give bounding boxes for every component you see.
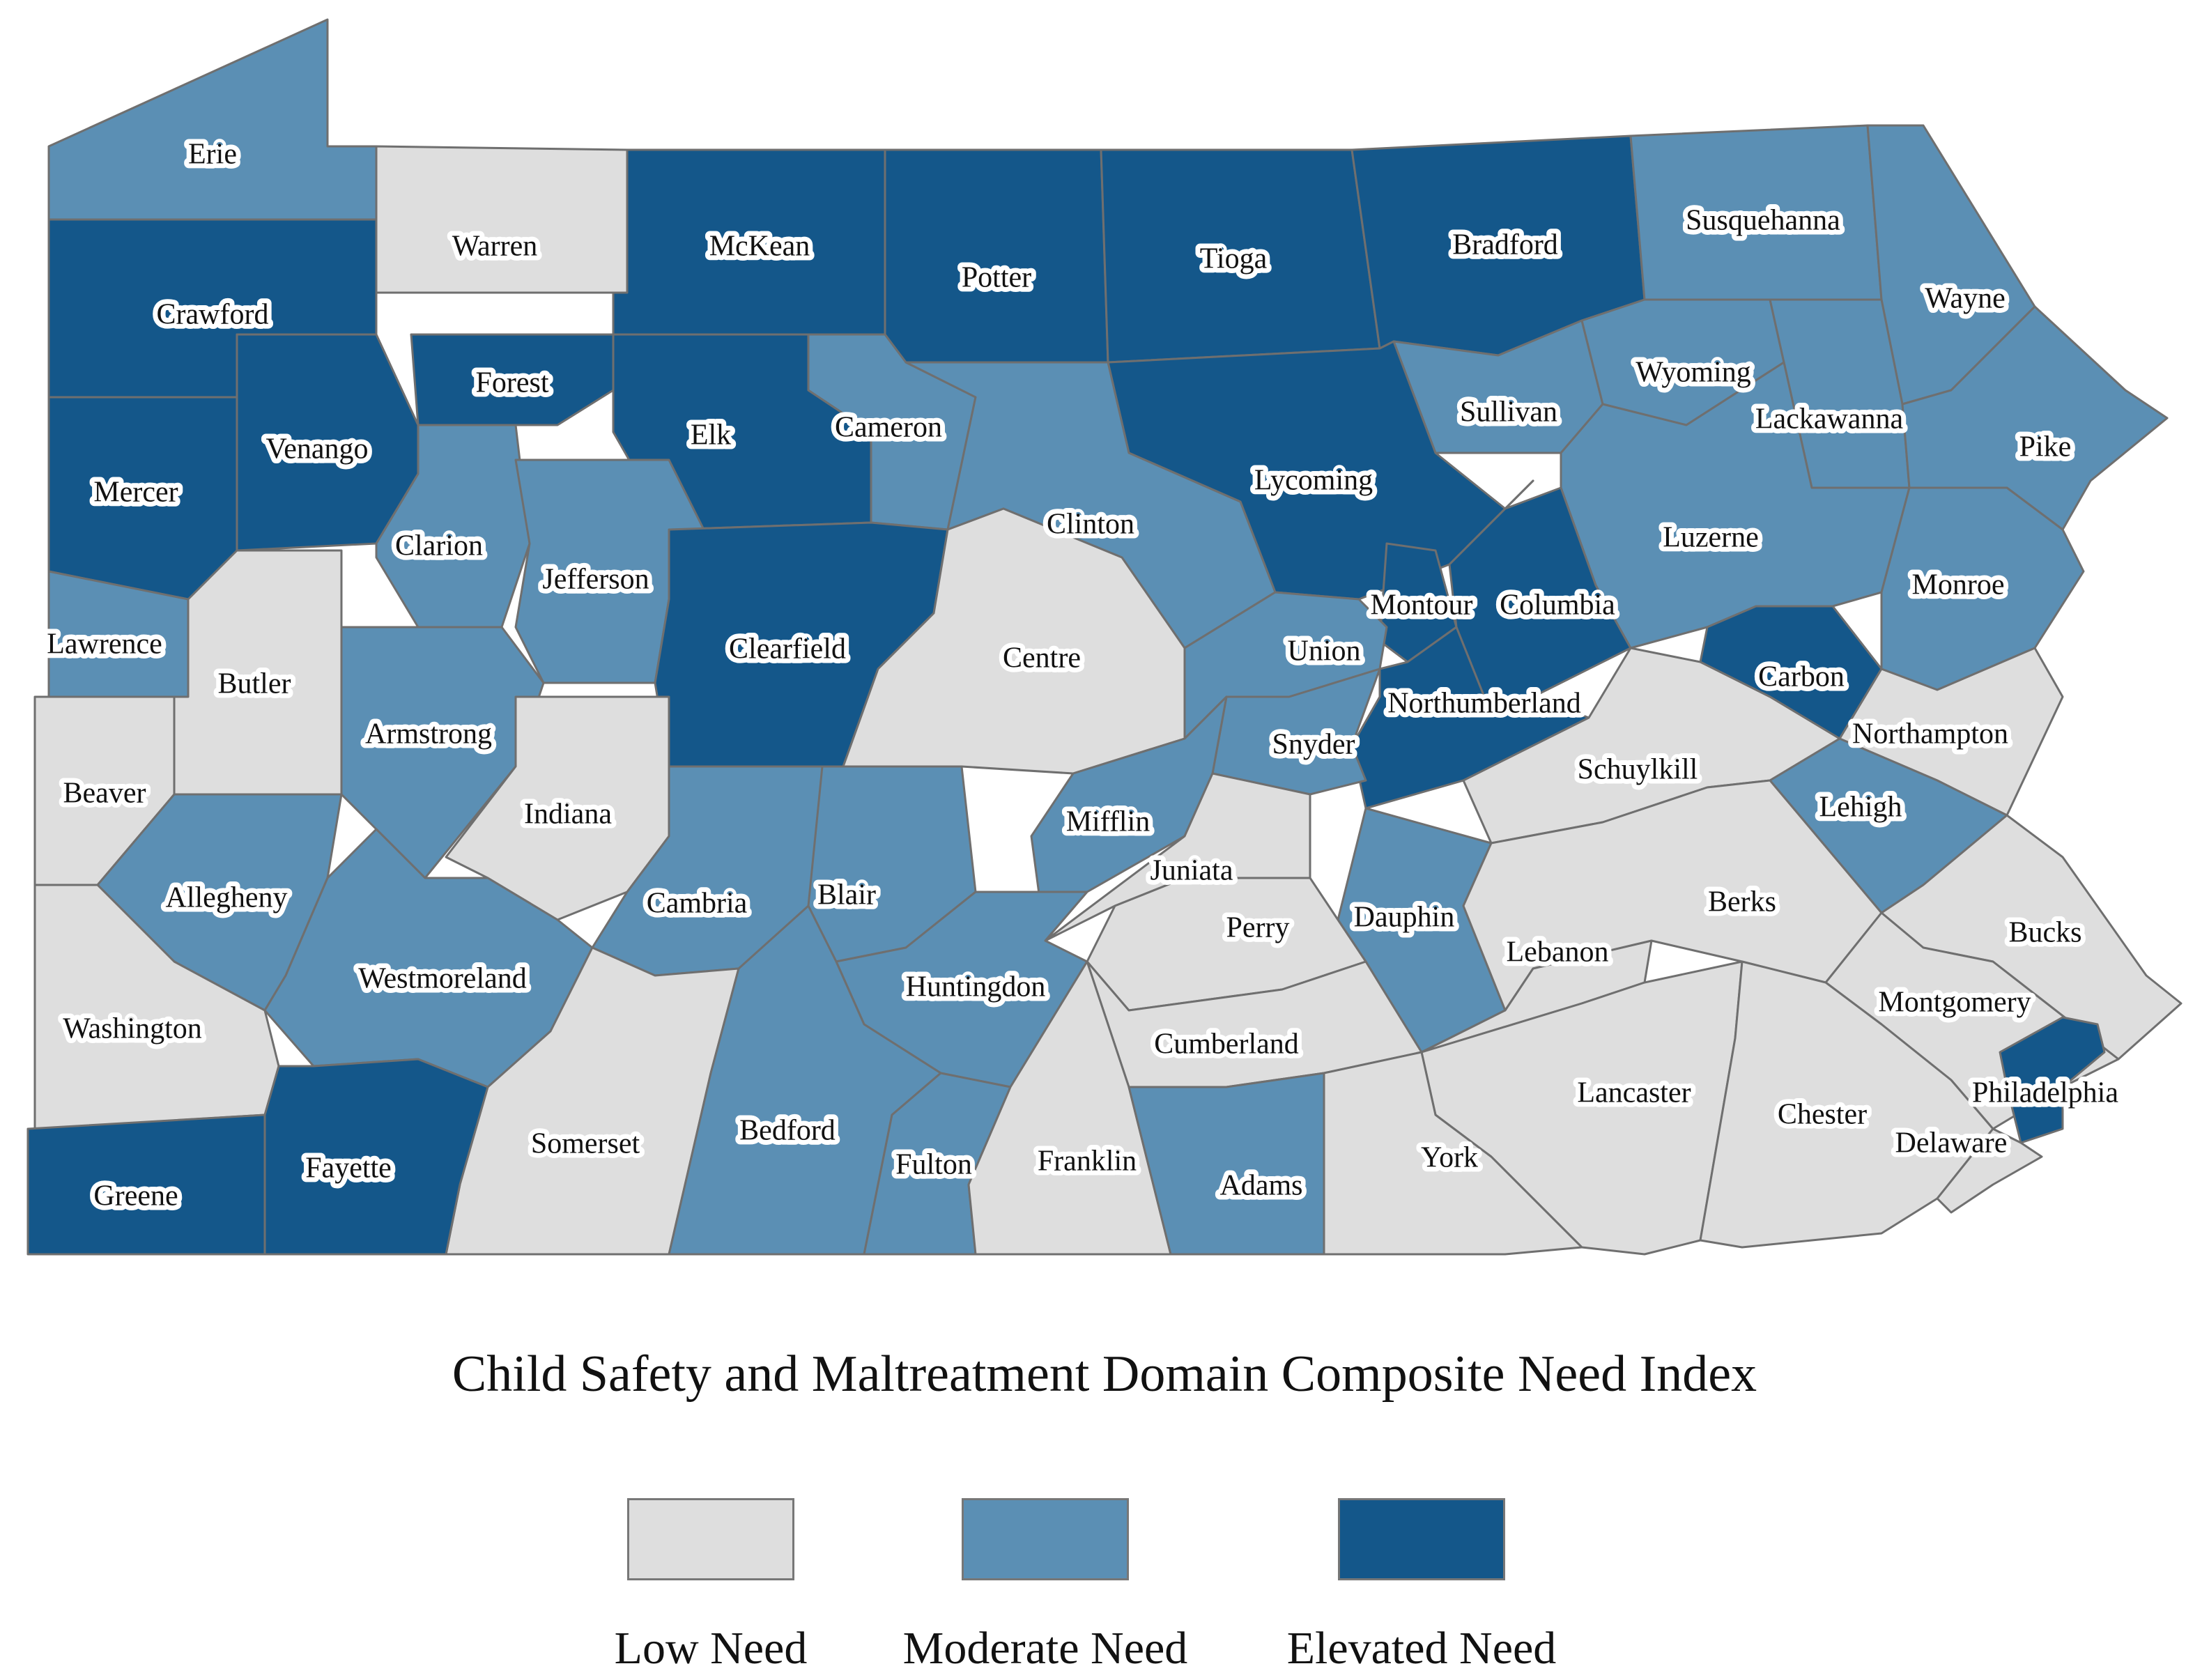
county-label-lancaster: Lancaster (1577, 1077, 1691, 1109)
county-label-monroe: Monroe (1912, 569, 2005, 601)
county-label-mckean: McKean (709, 231, 810, 263)
county-label-westmoreland: Westmoreland (358, 963, 527, 995)
county-label-montgomery: Montgomery (1878, 987, 2031, 1019)
county-label-butler: Butler (218, 668, 291, 700)
legend-item-moderate: Moderate Need (864, 1498, 1226, 1675)
county-label-blair: Blair (817, 879, 876, 911)
county-label-clarion: Clarion (395, 530, 483, 562)
county-label-fulton: Fulton (895, 1149, 972, 1181)
county-bedford (668, 904, 942, 1256)
county-label-berks: Berks (1708, 886, 1776, 918)
county-label-schuylkill: Schuylkill (1578, 754, 1698, 786)
county-label-potter: Potter (962, 262, 1031, 294)
county-label-greene: Greene (93, 1180, 178, 1212)
county-label-york: York (1421, 1142, 1478, 1174)
county-label-mifflin: Mifflin (1066, 806, 1150, 838)
county-label-sullivan: Sullivan (1460, 396, 1557, 429)
county-label-columbia: Columbia (1500, 589, 1615, 622)
county-label-delaware: Delaware (1895, 1127, 2008, 1159)
county-label-clearfield: Clearfield (729, 633, 846, 665)
county-label-juniata: Juniata (1150, 855, 1233, 887)
legend-swatch-low (627, 1498, 794, 1580)
county-forest (410, 333, 615, 426)
county-label-lycoming: Lycoming (1254, 465, 1373, 497)
county-greene (26, 1113, 266, 1256)
county-label-franklin: Franklin (1038, 1146, 1137, 1178)
county-label-washington: Washington (63, 1013, 202, 1045)
county-label-elk: Elk (691, 419, 731, 452)
county-warren (375, 145, 629, 294)
county-label-chester: Chester (1778, 1099, 1867, 1131)
county-label-lawrence: Lawrence (47, 629, 162, 661)
county-erie (47, 18, 378, 221)
county-label-forest: Forest (476, 367, 549, 399)
county-label-pike: Pike (2019, 431, 2072, 463)
county-philadelphia (1999, 1016, 2106, 1144)
county-label-lebanon: Lebanon (1507, 937, 1609, 969)
county-label-dauphin: Dauphin (1354, 902, 1455, 934)
legend-label-low: Low Need (614, 1623, 808, 1674)
map-title: Child Safety and Maltreatment Domain Com… (452, 1346, 1757, 1403)
county-label-beaver: Beaver (63, 778, 146, 810)
county-label-adams: Adams (1220, 1170, 1303, 1202)
county-york (1323, 1051, 1583, 1256)
county-label-bedford: Bedford (739, 1115, 836, 1147)
county-label-northumberland: Northumberland (1387, 688, 1581, 720)
county-label-allegheny: Allegheny (166, 882, 288, 914)
county-label-bradford: Bradford (1452, 229, 1558, 261)
map-svg: Erie Warren McKean Potter Tioga Bradford Susqu… (26, 18, 2183, 1256)
county-label-cambria: Cambria (647, 888, 748, 920)
legend-item-low: Low Need (530, 1498, 892, 1675)
county-delaware (1936, 1127, 2043, 1214)
county-label-luzerne: Luzerne (1663, 522, 1759, 554)
county-label-montour: Montour (1371, 589, 1473, 622)
county-label-wayne: Wayne (1925, 283, 2006, 315)
county-label-clinton: Clinton (1047, 509, 1134, 541)
county-fayette (263, 1058, 489, 1256)
county-label-mercer: Mercer (93, 477, 178, 509)
legend-label-elevated: Elevated Need (1286, 1623, 1557, 1674)
county-label-wyoming: Wyoming (1635, 357, 1750, 389)
county-label-warren: Warren (452, 231, 538, 263)
county-label-carbon: Carbon (1758, 661, 1845, 693)
county-label-perry: Perry (1226, 912, 1290, 944)
county-label-erie: Erie (188, 139, 237, 171)
county-label-lehigh: Lehigh (1819, 792, 1902, 824)
county-label-fayette: Fayette (305, 1153, 392, 1185)
legend-swatch-elevated (1338, 1498, 1505, 1580)
county-label-cameron: Cameron (835, 412, 942, 444)
legend-label-moderate: Moderate Need (902, 1623, 1188, 1674)
county-label-jefferson: Jefferson (542, 564, 649, 596)
county-armstrong (340, 626, 545, 879)
county-label-bucks: Bucks (2009, 917, 2082, 949)
county-label-northampton: Northampton (1852, 718, 2008, 750)
county-label-indiana: Indiana (524, 799, 612, 831)
county-label-tioga: Tioga (1200, 243, 1268, 275)
county-potter (884, 148, 1109, 364)
county-label-crawford: Crawford (157, 299, 269, 331)
county-label-union: Union (1288, 635, 1361, 668)
county-label-cumberland: Cumberland (1154, 1028, 1299, 1061)
county-label-snyder: Snyder (1272, 729, 1355, 761)
county-adams (1127, 1072, 1325, 1256)
legend-swatch-moderate (962, 1498, 1129, 1580)
county-label-lackawanna: Lackawanna (1755, 403, 1904, 436)
county-shapes (26, 18, 2183, 1256)
county-label-philadelphia: Philadelphia (1972, 1077, 2118, 1109)
county-label-huntingdon: Huntingdon (906, 971, 1046, 1003)
pennsylvania-county-map: Erie Warren McKean Potter Tioga Bradford Susqu… (26, 18, 2183, 1256)
county-centre (842, 507, 1277, 775)
county-label-armstrong: Armstrong (365, 718, 492, 750)
legend-item-elevated: Elevated Need (1240, 1498, 1603, 1675)
county-label-susquehanna: Susquehanna (1686, 205, 1840, 237)
county-label-venango: Venango (266, 433, 369, 465)
county-labels: Erie Warren McKean Potter Tioga Bradford Susqu… (42, 134, 2123, 1217)
county-label-centre: Centre (1003, 642, 1081, 675)
county-label-somerset: Somerset (531, 1128, 640, 1160)
